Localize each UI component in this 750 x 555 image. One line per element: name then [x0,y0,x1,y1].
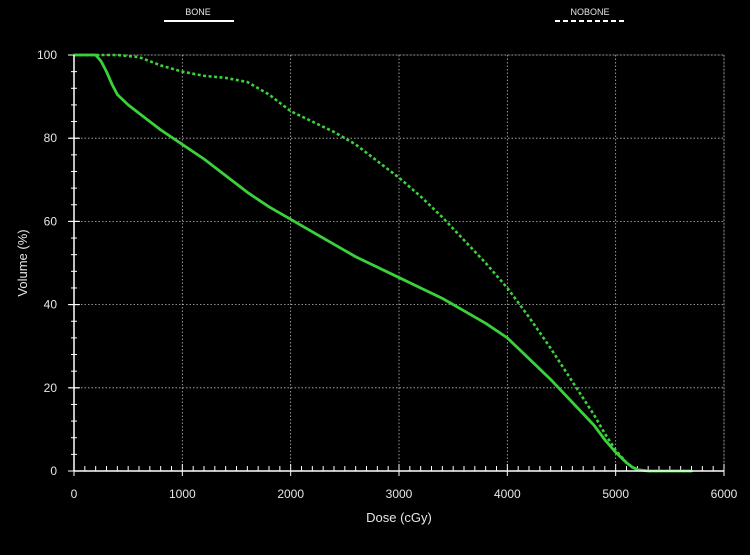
y-tick-label-5: 100 [37,48,57,62]
y-tick-label-1: 20 [44,381,58,395]
legend-label-bone: BONE [185,7,211,17]
grid-lines [74,54,725,471]
x-tick-label-1: 1000 [169,487,196,501]
y-axis-title: Volume (%) [15,229,30,296]
x-tick-label-0: 0 [71,487,78,501]
y-tick-labels: 0 20 40 60 80 100 [37,48,57,478]
x-tick-label-4: 4000 [494,487,521,501]
x-axis-title: Dose (cGy) [366,510,432,525]
y-tick-label-2: 40 [44,298,58,312]
y-tick-label-3: 60 [44,214,58,228]
y-tick-label-0: 0 [50,464,57,478]
x-tick-label-2: 2000 [277,487,304,501]
legend-label-nobone: NOBONE [570,7,609,17]
x-tick-label-5: 5000 [602,487,629,501]
y-tick-label-4: 80 [44,131,58,145]
series-layer [72,53,693,473]
x-tick-labels: 0 1000 2000 3000 4000 5000 6000 [71,487,738,501]
x-tick-label-3: 3000 [386,487,413,501]
legend: BONE NOBONE [164,7,626,22]
x-tick-label-6: 6000 [711,487,738,501]
series-line-nobone [74,53,692,473]
series-line-bone [72,53,693,473]
